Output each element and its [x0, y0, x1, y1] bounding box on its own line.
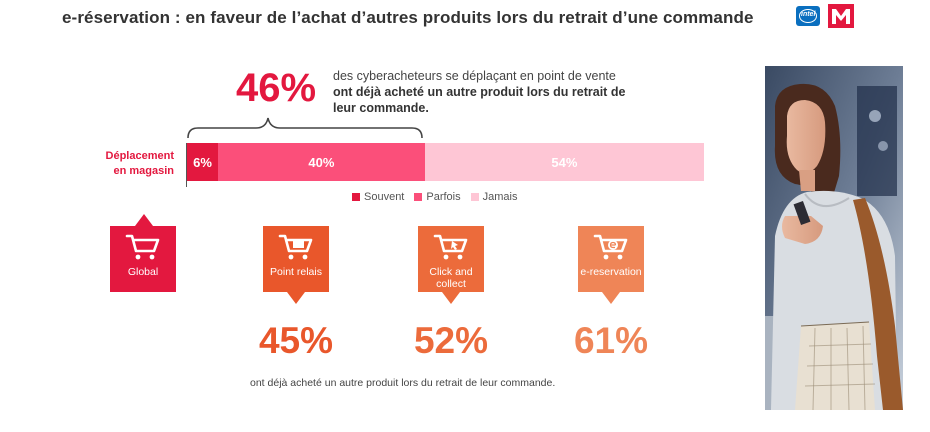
bar-segment-jamais: 54% — [424, 143, 704, 181]
global-card-pointer — [135, 214, 153, 226]
bar-data-label: 6% — [193, 154, 212, 170]
bar-data-label: 54% — [551, 154, 578, 170]
headline-percentage: 46% — [236, 66, 317, 110]
bar-data-label: 40% — [308, 154, 335, 170]
headline-description-bold: ont déjà acheté un autre produit lors du… — [333, 85, 626, 115]
row-label: Déplacement en magasin — [105, 150, 174, 177]
legend-swatch — [470, 193, 479, 201]
footnote: ont déjà acheté un autre produit lors du… — [250, 377, 556, 389]
legend-swatch — [352, 193, 360, 201]
card-label: Click and collect — [429, 266, 473, 290]
legend-item-jamais: Jamais — [470, 191, 518, 203]
cart-box-icon — [278, 234, 313, 260]
card-e-reservation: e-reservation — [578, 226, 644, 292]
legend-swatch — [414, 193, 423, 201]
bar-segment-souvent: 6% — [187, 143, 219, 181]
bar-axis-line — [186, 143, 187, 187]
headline-description: des cyberacheteurs se déplaçant en point… — [333, 68, 633, 116]
stacked-bar: 6% 40% 54% — [187, 143, 704, 181]
card-global: Global — [110, 226, 176, 292]
point-relais-pointer — [287, 292, 305, 304]
card-label: e-reservation — [580, 266, 642, 278]
headline-description-plain: des cyberacheteurs se déplaçant en point… — [333, 69, 616, 83]
brace-bracket — [187, 117, 423, 139]
legend-label: Jamais — [482, 191, 518, 203]
cart-icon — [125, 234, 160, 260]
intel-logo-ring — [799, 9, 817, 23]
cart-click-icon — [433, 234, 468, 260]
metric-click-and-collect: 52% — [413, 320, 489, 361]
woman-shopping-photo — [765, 66, 903, 410]
bar-segment-parfois: 40% — [218, 143, 425, 181]
card-label: Global — [127, 266, 159, 278]
legend-label: Parfois — [426, 191, 461, 203]
chart-legend: Souvent Parfois Jamais — [352, 191, 517, 203]
intel-logo: intel — [796, 6, 820, 26]
intel-logo-text: intel — [801, 11, 816, 18]
e-reservation-pointer — [602, 292, 620, 304]
legend-label: Souvent — [364, 191, 405, 203]
legend-item-souvent: Souvent — [352, 191, 404, 203]
card-click-and-collect: Click and collect — [418, 226, 484, 292]
card-point-relais: Point relais — [263, 226, 329, 292]
metric-e-reservation: 61% — [573, 320, 649, 361]
page-title: e-réservation : en faveur de l’achat d’a… — [62, 8, 754, 27]
legend-item-parfois: Parfois — [414, 191, 461, 203]
brand-m-logo — [828, 4, 854, 28]
cart-e-icon — [593, 234, 628, 260]
click-and-collect-pointer — [442, 292, 460, 304]
card-label: Point relais — [270, 266, 322, 278]
metric-point-relais: 45% — [258, 320, 334, 361]
